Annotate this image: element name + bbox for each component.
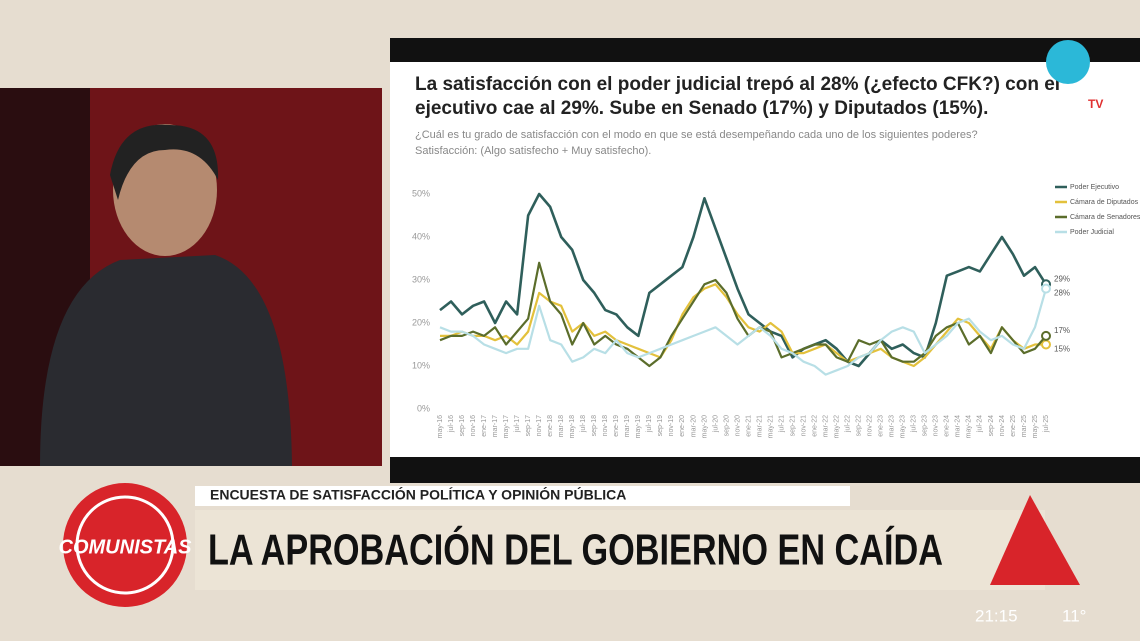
x-tick-label: mar-18	[558, 415, 565, 437]
end-point	[1041, 330, 1051, 341]
channel-logo	[1046, 40, 1090, 84]
legend-label: Poder Judicial	[1070, 229, 1114, 236]
x-tick-label: nov-22	[867, 415, 874, 437]
x-tick-label: ene-18	[547, 415, 554, 437]
y-tick-label: 50%	[412, 188, 430, 198]
temperature: 11°	[1062, 606, 1086, 625]
x-tick-label: mar-21	[756, 415, 763, 437]
x-tick-label: jul-25	[1043, 415, 1050, 433]
x-tick-label: may-16	[437, 415, 444, 438]
x-tick-label: jul-16	[448, 415, 455, 433]
headline: LA APROBACIÓN DEL GOBIERNO EN CAÍDA	[208, 525, 943, 575]
series-line	[439, 192, 1048, 368]
x-tick-label: nov-24	[999, 415, 1006, 437]
x-tick-label: ene-23	[878, 415, 885, 437]
x-tick-label: sep-20	[723, 415, 730, 437]
x-tick-label: nov-16	[470, 415, 477, 437]
x-tick-label: nov-17	[536, 415, 543, 437]
x-tick-label: may-19	[635, 415, 642, 438]
y-tick-label: 20%	[412, 317, 430, 327]
legend-label: Cámara de Diputados	[1070, 199, 1139, 206]
legend-label: Poder Ejecutivo	[1070, 184, 1119, 191]
x-tick-label: may-22	[833, 415, 840, 438]
x-tick-label: sep-18	[591, 415, 598, 437]
kicker: ENCUESTA DE SATISFACCIÓN POLÍTICA Y OPIN…	[210, 486, 626, 503]
x-tick-label: may-23	[900, 415, 907, 438]
headline-strip	[195, 510, 1045, 590]
x-tick-label: nov-21	[800, 415, 807, 437]
x-tick-label: ene-25	[1010, 415, 1017, 437]
x-tick-label: sep-16	[459, 415, 466, 437]
x-tick-label: jul-21	[778, 415, 785, 433]
x-tick-label: may-17	[503, 415, 510, 438]
x-tick-label: ene-20	[679, 415, 686, 437]
x-tick-label: nov-23	[933, 415, 940, 437]
decor-triangle	[990, 495, 1080, 585]
y-tick-label: 40%	[412, 231, 430, 241]
chart-title: La satisfacción con el poder judicial tr…	[415, 74, 1060, 95]
chart-note: Satisfacción: (Algo satisfecho + Muy sat…	[415, 145, 651, 157]
end-point	[1041, 283, 1051, 294]
data-label: 15%	[1054, 345, 1070, 354]
x-tick-label: sep-24	[988, 415, 995, 437]
presenter-hair	[110, 124, 219, 200]
y-tick-label: 30%	[412, 274, 430, 284]
clock: 21:15	[975, 606, 1018, 625]
chart-title: ejecutivo cae al 29%. Sube en Senado (17…	[415, 98, 988, 119]
x-tick-label: mar-23	[889, 415, 896, 437]
x-tick-label: ene-21	[745, 415, 752, 437]
x-tick-label: sep-19	[657, 415, 664, 437]
x-tick-label: mar-20	[690, 415, 697, 437]
y-tick-label: 0%	[417, 403, 430, 413]
x-tick-label: may-21	[767, 415, 774, 438]
x-tick-label: ene-24	[944, 415, 951, 437]
end-point	[1041, 339, 1051, 350]
show-logo-ring	[75, 495, 175, 595]
x-tick-label: sep-21	[789, 415, 796, 437]
series-line	[439, 288, 1048, 376]
x-tick-label: ene-17	[481, 415, 488, 437]
x-tick-label: may-25	[1032, 415, 1039, 438]
chart-panel	[390, 62, 1140, 457]
x-tick-label: jul-22	[845, 415, 852, 433]
x-tick-label: jul-18	[580, 415, 587, 433]
x-tick-label: nov-20	[734, 415, 741, 437]
presenter-body	[40, 255, 292, 466]
x-tick-label: may-20	[701, 415, 708, 438]
show-name: COMUNISTAS	[59, 536, 193, 558]
x-tick-label: may-24	[966, 415, 973, 438]
y-tick-label: 10%	[412, 360, 430, 370]
data-label: 28%	[1054, 289, 1070, 298]
x-tick-label: mar-24	[955, 415, 962, 437]
chart-subtitle: ¿Cuál es tu grado de satisfacción con el…	[415, 129, 978, 141]
x-tick-label: nov-19	[668, 415, 675, 437]
x-tick-label: jul-23	[911, 415, 918, 433]
x-tick-label: sep-17	[525, 415, 532, 437]
data-label: 29%	[1054, 274, 1070, 283]
series-line	[440, 283, 1046, 368]
x-tick-label: mar-19	[624, 415, 631, 437]
x-tick-label: jul-24	[977, 415, 984, 433]
x-tick-label: mar-17	[492, 415, 499, 437]
x-tick-label: nov-18	[602, 415, 609, 437]
x-tick-label: mar-25	[1021, 415, 1028, 437]
x-tick-label: jul-20	[712, 415, 719, 433]
x-tick-label: may-18	[569, 415, 576, 438]
x-tick-label: jul-19	[646, 415, 653, 433]
x-tick-label: jul-17	[514, 415, 521, 433]
series-line	[439, 261, 1047, 368]
show-logo	[63, 483, 187, 607]
legend-label: Cámara de Senadores	[1070, 214, 1140, 221]
x-tick-label: ene-22	[811, 415, 818, 437]
data-label: 17%	[1054, 326, 1070, 335]
x-tick-label: ene-19	[613, 415, 620, 437]
plot: 0% 10% 20% 30% 40% 50% may-16 jul-16 sep-16 nov-1…	[412, 184, 1140, 439]
x-tick-label: sep-22	[856, 415, 863, 437]
x-tick-label: sep-23	[922, 415, 929, 437]
kicker-strip	[195, 486, 850, 506]
channel-name: TV	[1088, 97, 1103, 111]
x-tick-label: mar-22	[822, 415, 829, 437]
